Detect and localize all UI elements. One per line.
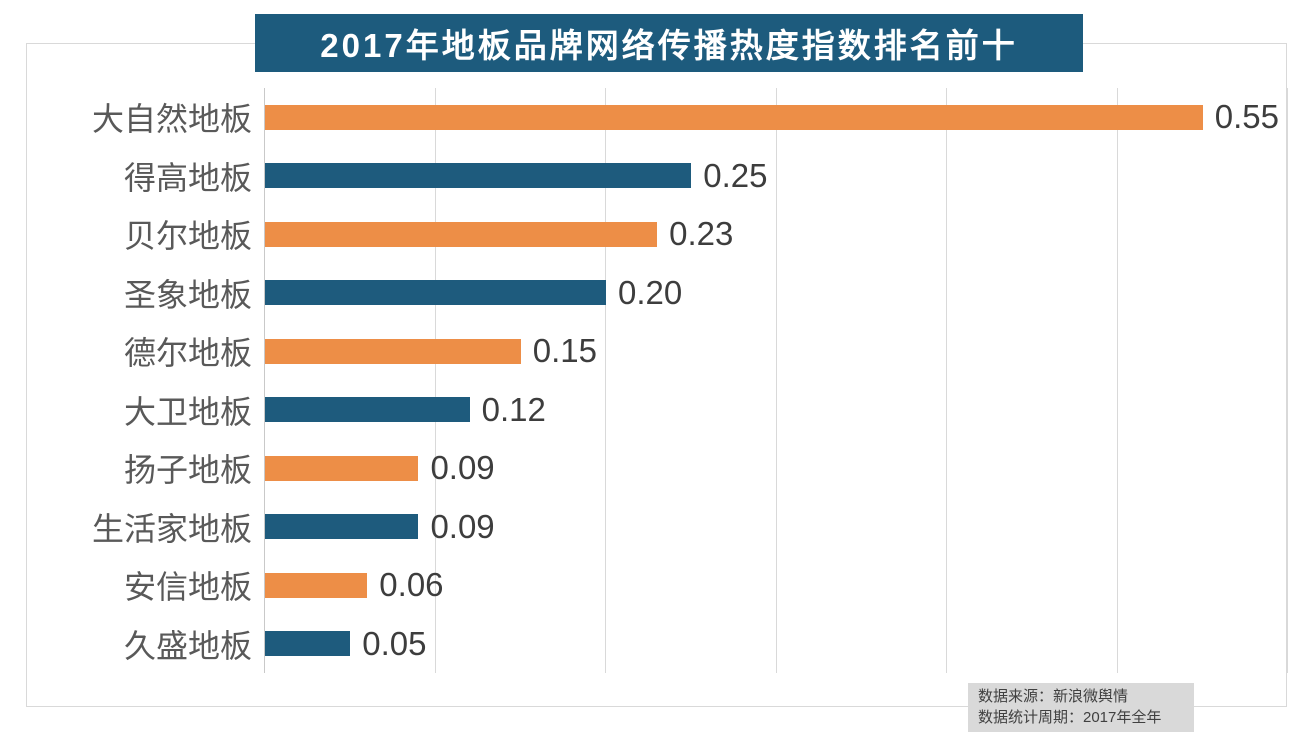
bar-安信地板 [265,572,368,598]
chart-title: 2017年地板品牌网络传播热度指数排名前十 [320,27,1018,64]
chart-frame [26,43,1287,707]
category-labels: 大自然地板得高地板贝尔地板圣象地板德尔地板大卫地板扬子地板生活家地板安信地板久盛… [14,88,252,673]
category-label: 得高地板 [123,159,252,196]
source-note-line1: 数据来源：新浪微舆情 [978,688,1129,705]
source-note-line2: 数据统计周期：2017年全年 [978,709,1162,726]
bar-生活家地板 [265,514,419,540]
gridline [434,88,436,673]
category-label: 圣象地板 [123,276,252,313]
bar-大自然地板 [265,104,1203,130]
bar-大卫地板 [265,397,470,423]
value-label: 0.55 [1214,98,1279,136]
value-label: 0.09 [430,507,495,545]
bar-得高地板 [265,163,692,189]
bar-久盛地板 [265,631,351,657]
plot-area: 0.55 0.25 0.23 0.20 0.15 0.12 0.09 0.09 0.06 0.05 [264,88,1288,673]
bar-德尔地板 [265,338,521,364]
gridline [1287,88,1288,673]
value-label: 0.05 [362,624,427,662]
value-label: 0.15 [532,332,597,370]
bar-圣象地板 [265,280,606,306]
y-axis-line [264,88,265,673]
bar-扬子地板 [265,455,419,481]
category-label: 大卫地板 [123,393,252,430]
value-label: 0.12 [481,390,546,428]
value-label: 0.06 [379,566,444,604]
gridline [946,88,947,673]
category-label: 贝尔地板 [123,218,252,255]
source-note: 数据来源：新浪微舆情 数据统计周期：2017年全年 [968,683,1194,732]
value-label: 0.09 [430,449,495,487]
gridline [775,88,777,673]
category-label: 安信地板 [123,569,252,606]
category-label: 生活家地板 [91,510,252,547]
category-label: 扬子地板 [123,452,252,489]
category-label: 久盛地板 [123,627,252,664]
value-label: 0.20 [618,273,683,311]
bar-贝尔地板 [265,221,658,247]
value-label: 0.25 [703,156,768,194]
chart-title-box: 2017年地板品牌网络传播热度指数排名前十 [255,14,1083,72]
category-label: 大自然地板 [91,101,252,138]
gridline [1116,88,1118,673]
gridline [605,88,606,673]
value-label: 0.23 [669,215,734,253]
category-label: 德尔地板 [123,335,252,372]
